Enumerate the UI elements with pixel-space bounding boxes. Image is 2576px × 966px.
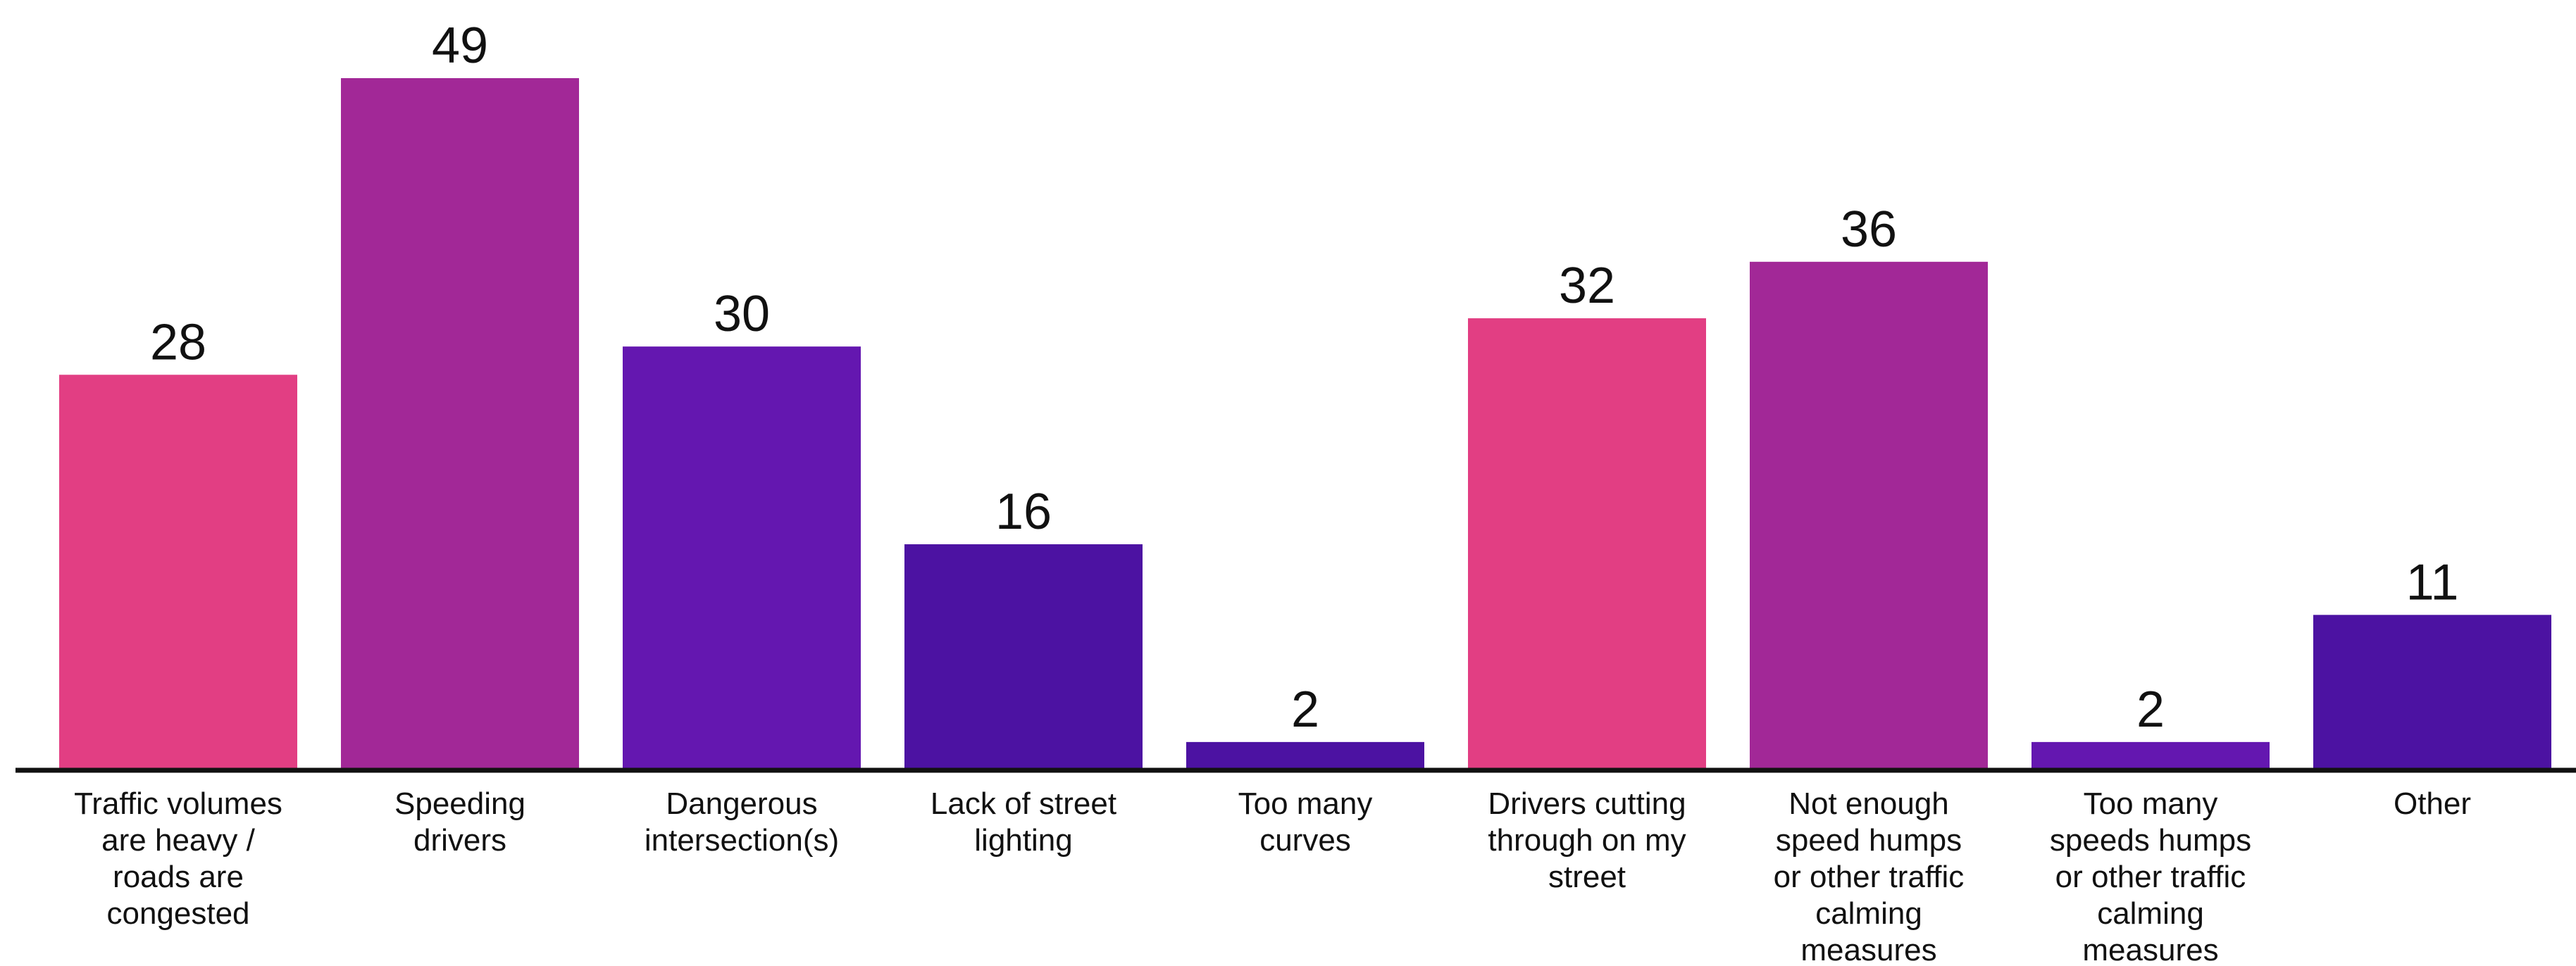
category-label-line: Other xyxy=(2394,786,2471,821)
value-labels-group: 28 49 30 16 2 32 36 2 11 xyxy=(150,18,2458,738)
value-label-6: 32 xyxy=(1559,258,1615,314)
bar-2 xyxy=(341,78,579,770)
category-label-6: Drivers cutting through on my street xyxy=(1488,786,1686,894)
category-label-line: Lack of street xyxy=(931,786,1116,821)
category-label-line: measures xyxy=(1800,933,1936,966)
value-label-2: 49 xyxy=(432,18,488,74)
bar-9 xyxy=(2313,615,2551,770)
bars-group xyxy=(59,78,2551,771)
category-label-7: Not enough speed humps or other traffic cal… xyxy=(1774,786,1965,966)
category-labels-group: Traffic volumes are heavy / roads are conge… xyxy=(74,786,2471,966)
category-label-4: Lack of street lighting xyxy=(931,786,1116,858)
bar-4 xyxy=(904,544,1143,770)
value-label-4: 16 xyxy=(995,484,1052,540)
value-label-9: 11 xyxy=(2406,554,2459,610)
value-label-8: 2 xyxy=(2136,682,2165,738)
category-label-1: Traffic volumes are heavy / roads are conge… xyxy=(74,786,282,931)
category-label-line: Dangerous xyxy=(666,786,817,821)
bar-8 xyxy=(2031,741,2270,770)
category-label-line: speeds humps xyxy=(2050,823,2251,858)
category-label-line: Speeding xyxy=(394,786,525,821)
category-label-line: calming xyxy=(2097,896,2204,931)
bar-1 xyxy=(59,375,297,770)
bar-6 xyxy=(1468,318,1706,771)
category-label-line: lighting xyxy=(974,823,1072,858)
category-label-9: Other xyxy=(2394,786,2471,821)
category-label-line: street xyxy=(1548,860,1626,894)
bar-5 xyxy=(1186,741,1424,770)
value-label-5: 2 xyxy=(1291,682,1319,738)
category-label-line: curves xyxy=(1259,823,1351,858)
category-label-line: intersection(s) xyxy=(645,823,839,858)
category-label-3: Dangerous intersection(s) xyxy=(645,786,839,858)
category-label-5: Too many curves xyxy=(1238,786,1373,858)
category-label-line: or other traffic xyxy=(2055,860,2246,894)
category-label-line: speed humps xyxy=(1776,823,1962,858)
category-label-line: drivers xyxy=(413,823,506,858)
category-label-line: are heavy / xyxy=(101,823,255,858)
category-label-line: roads are xyxy=(113,860,244,894)
value-label-7: 36 xyxy=(1841,201,1897,258)
category-label-8: Too many speeds humps or other traffic calm… xyxy=(2050,786,2251,966)
category-label-line: Drivers cutting xyxy=(1488,786,1686,821)
category-label-line: Not enough xyxy=(1788,786,1949,821)
value-label-3: 30 xyxy=(714,286,770,342)
category-label-line: Too many xyxy=(1238,786,1373,821)
category-label-line: congested xyxy=(106,896,249,931)
bar-3 xyxy=(623,346,861,770)
category-label-line: or other traffic xyxy=(1774,860,1965,894)
category-label-line: through on my xyxy=(1488,823,1686,858)
category-label-line: Traffic volumes xyxy=(74,786,282,821)
category-label-line: calming xyxy=(1815,896,1922,931)
category-label-line: measures xyxy=(2082,933,2218,966)
category-label-2: Speeding drivers xyxy=(394,786,525,858)
value-label-1: 28 xyxy=(150,314,206,370)
bar-7 xyxy=(1750,261,1988,771)
category-label-line: Too many xyxy=(2084,786,2218,821)
